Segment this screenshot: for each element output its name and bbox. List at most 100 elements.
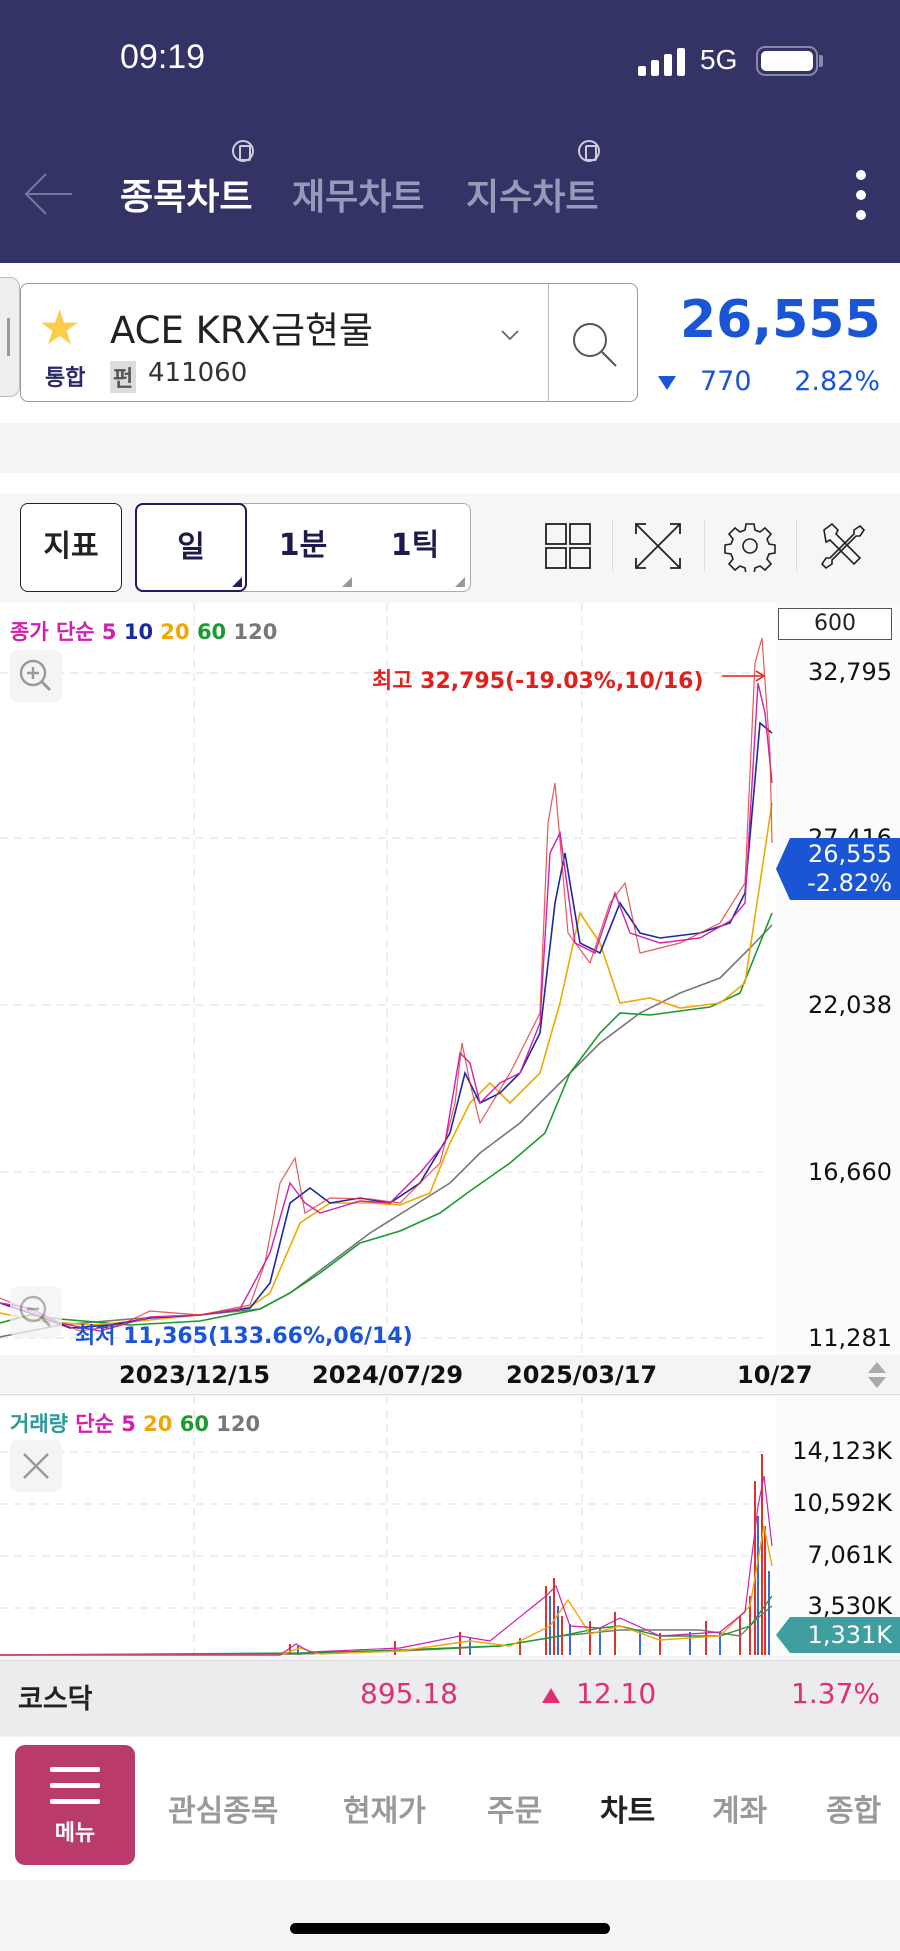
divider xyxy=(796,520,797,572)
close-icon[interactable] xyxy=(10,1440,62,1492)
x-axis-label: 2025/03/17 xyxy=(506,1361,658,1389)
price-change: 770 xyxy=(700,366,752,397)
current-price: 26,555 xyxy=(680,290,881,350)
divider xyxy=(704,520,705,572)
dropdown-corner-icon xyxy=(232,577,242,587)
spacer-band xyxy=(0,473,900,493)
expand-icon[interactable] xyxy=(632,520,684,572)
home-indicator[interactable] xyxy=(290,1923,610,1934)
tab-stock-chart[interactable]: 종목차트 xyxy=(120,177,253,218)
nav-current-price[interactable]: 현재가 xyxy=(343,1794,426,1829)
divider xyxy=(548,284,549,401)
zoom-out-icon[interactable] xyxy=(10,1286,62,1338)
y-axis-label: 16,660 xyxy=(808,1158,892,1186)
y-axis-label: 32,795 xyxy=(808,658,892,686)
index-ticker[interactable] xyxy=(0,1660,900,1736)
legend-ma60: 60 xyxy=(196,620,227,644)
volume-chart[interactable] xyxy=(0,1396,900,1656)
dropdown-corner-icon xyxy=(455,577,465,587)
legend-vma20: 20 xyxy=(143,1412,173,1436)
y-axis-label: 22,038 xyxy=(808,991,892,1019)
current-price-tag-pct: -2.82% xyxy=(807,869,892,897)
period-selector xyxy=(135,503,471,592)
search-icon[interactable] xyxy=(568,318,620,370)
rotate-screen-icon[interactable] xyxy=(578,140,600,162)
dropdown-corner-icon xyxy=(342,577,352,587)
nav-order[interactable]: 주문 xyxy=(487,1794,543,1829)
fund-type-badge: 펀 xyxy=(110,361,137,393)
index-name: 코스닥 xyxy=(18,1684,93,1715)
side-drawer-handle[interactable] xyxy=(0,277,20,397)
gear-icon[interactable] xyxy=(724,520,776,572)
bottom-nav xyxy=(0,1737,900,1880)
current-volume-tag: 1,331K xyxy=(776,1617,900,1653)
signal-icon xyxy=(638,48,686,76)
price-chart[interactable] xyxy=(0,603,900,1355)
app-header xyxy=(0,0,900,263)
x-axis-label: 2023/12/15 xyxy=(119,1361,271,1389)
stock-name: ACE KRX금현물 xyxy=(110,309,374,352)
nav-watchlist[interactable]: 관심종목 xyxy=(168,1794,279,1829)
volume-y-label: 7,061K xyxy=(807,1541,892,1569)
current-price-tag-value: 26,555 xyxy=(808,840,892,868)
indicator-button[interactable]: 지표 xyxy=(20,503,122,592)
volume-y-label: 14,123K xyxy=(792,1437,892,1465)
tab-index-chart[interactable]: 지수차트 xyxy=(466,177,599,218)
period-daily-button[interactable]: 일 xyxy=(135,503,247,592)
nav-chart[interactable]: 차트 xyxy=(600,1794,656,1829)
network-label: 5G xyxy=(700,44,738,75)
volume-y-label: 3,530K xyxy=(807,1592,892,1620)
more-menu-icon[interactable] xyxy=(856,170,868,226)
current-price-tag: 26,555 -2.82% xyxy=(776,838,900,900)
rotate-screen-icon[interactable] xyxy=(232,140,254,162)
volume-y-label: 10,592K xyxy=(792,1489,892,1517)
nav-account[interactable]: 계좌 xyxy=(712,1794,768,1829)
resize-updown-icon[interactable] xyxy=(866,1360,888,1390)
tab-financial-chart[interactable]: 재무차트 xyxy=(292,177,425,218)
legend-vma120: 120 xyxy=(216,1412,261,1436)
legend-vma5: 5 xyxy=(121,1412,136,1436)
period-1min-button[interactable]: 1분 xyxy=(278,528,328,563)
x-axis-label: 10/27 xyxy=(737,1361,813,1389)
chevron-down-icon[interactable] xyxy=(500,325,520,345)
hamburger-icon xyxy=(50,1783,100,1788)
battery-tip xyxy=(819,55,823,67)
stock-code: 411060 xyxy=(148,358,248,388)
price-change-pct: 2.82% xyxy=(794,366,880,397)
down-triangle-icon xyxy=(658,376,676,390)
legend-ma20: 20 xyxy=(160,620,190,644)
grid-layout-icon[interactable] xyxy=(542,520,594,572)
period-1tick-button[interactable]: 1틱 xyxy=(390,528,440,563)
legend-prefix: 종가 단순 xyxy=(10,620,95,644)
volume-legend[interactable]: 거래량 단순 5 20 60 120 xyxy=(10,1408,260,1438)
legend-ma120: 120 xyxy=(233,620,278,644)
hamburger-icon xyxy=(50,1767,100,1772)
index-value: 895.18 xyxy=(360,1677,458,1710)
menu-button[interactable]: 메뉴 xyxy=(15,1745,135,1865)
status-time: 09:19 xyxy=(120,38,206,76)
up-triangle-icon xyxy=(542,1688,560,1703)
volume-legend-prefix: 거래량 xyxy=(10,1412,68,1436)
back-arrow-icon[interactable] xyxy=(22,170,74,218)
candle-count-box[interactable]: 600 xyxy=(778,608,892,640)
zoom-in-icon[interactable] xyxy=(10,650,62,702)
divider xyxy=(612,520,613,572)
x-axis-label: 2024/07/29 xyxy=(312,1361,464,1389)
battery-icon xyxy=(756,46,818,76)
legend-ma10: 10 xyxy=(123,620,154,644)
high-arrow-icon xyxy=(722,670,766,682)
favorite-star-icon[interactable]: ★ xyxy=(38,300,82,356)
market-tag: 통합 xyxy=(45,366,86,391)
nav-overview[interactable]: 종합 xyxy=(826,1794,882,1829)
tools-icon[interactable] xyxy=(816,520,868,572)
index-change: 12.10 xyxy=(576,1677,657,1710)
volume-legend-mid: 단순 xyxy=(75,1412,114,1436)
spacer-band xyxy=(0,423,900,473)
low-annotation: 최저 11,365(133.66%,06/14) xyxy=(75,1324,413,1349)
date-axis xyxy=(0,1355,900,1395)
price-legend[interactable]: 종가 단순 5 10 20 60 120 xyxy=(10,616,277,646)
legend-ma5: 5 xyxy=(101,620,117,644)
index-change-pct: 1.37% xyxy=(791,1677,880,1710)
hamburger-icon xyxy=(50,1799,100,1804)
high-annotation: 최고 32,795(-19.03%,10/16) xyxy=(372,669,704,694)
